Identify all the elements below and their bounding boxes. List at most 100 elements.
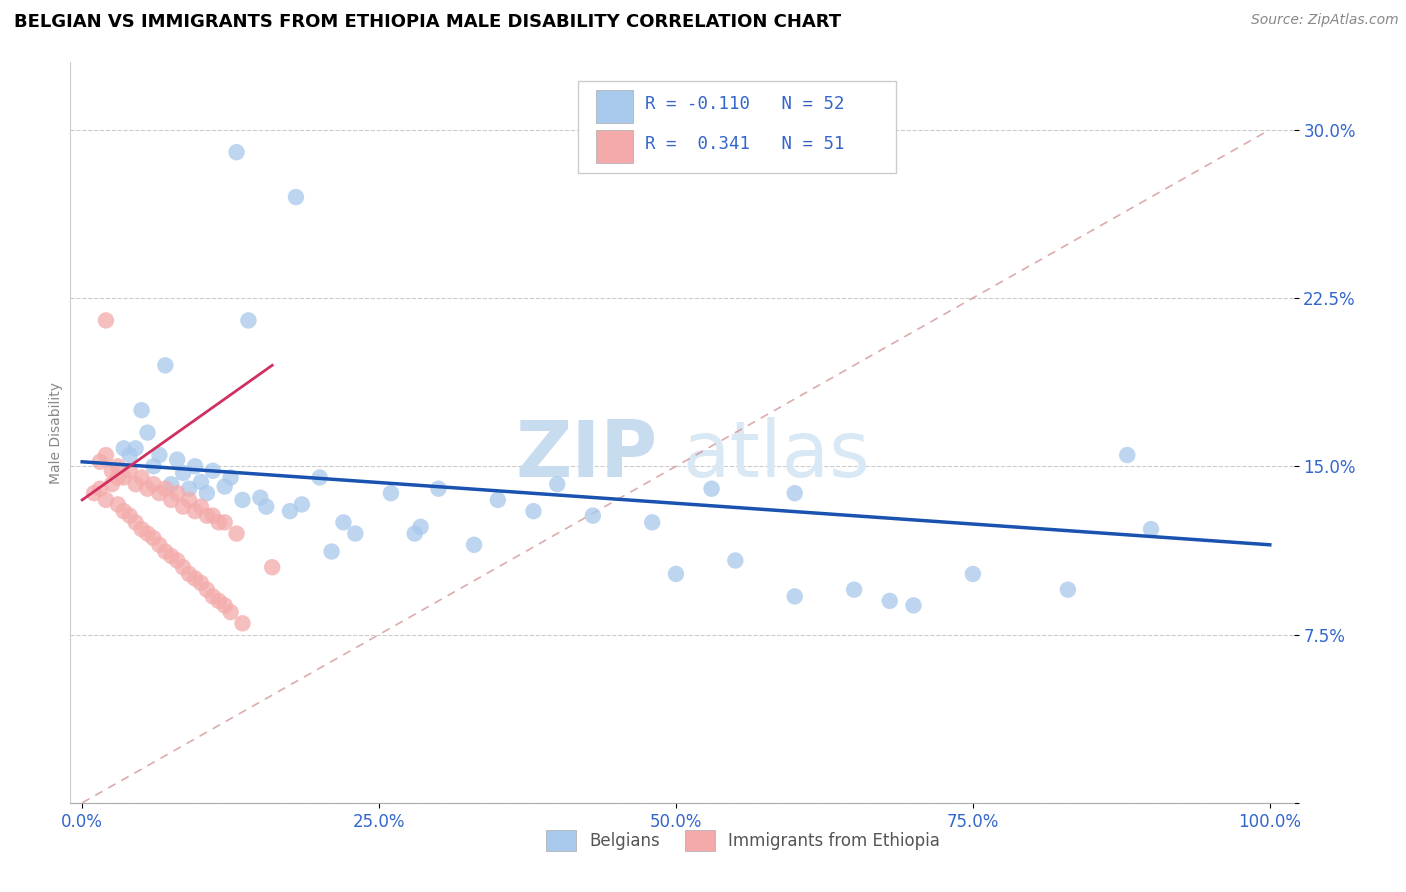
Point — [284, 190, 307, 204]
Point — [160, 549, 183, 563]
Point — [962, 566, 984, 581]
Point — [903, 599, 925, 613]
Point — [249, 491, 271, 505]
Point — [177, 566, 200, 581]
Point — [148, 448, 170, 462]
Point — [225, 145, 247, 160]
Point — [155, 544, 177, 558]
Point — [118, 448, 141, 462]
Point — [219, 605, 242, 619]
Point — [1116, 448, 1139, 462]
Point — [166, 452, 188, 467]
Point — [321, 544, 343, 558]
Point — [166, 553, 188, 567]
Point — [142, 459, 165, 474]
FancyBboxPatch shape — [596, 129, 633, 163]
Point — [404, 526, 426, 541]
Point — [142, 477, 165, 491]
Point — [214, 479, 236, 493]
Point — [783, 486, 806, 500]
Point — [107, 459, 129, 474]
Point — [238, 313, 260, 327]
Text: Source: ZipAtlas.com: Source: ZipAtlas.com — [1251, 13, 1399, 28]
Point — [184, 571, 207, 585]
Point — [201, 508, 224, 523]
Text: ZIP: ZIP — [515, 417, 658, 493]
Point — [463, 538, 485, 552]
Point — [219, 470, 242, 484]
Point — [107, 497, 129, 511]
FancyBboxPatch shape — [596, 90, 633, 123]
Point — [278, 504, 301, 518]
Point — [155, 482, 177, 496]
Point — [582, 508, 605, 523]
Point — [94, 313, 117, 327]
Point — [177, 482, 200, 496]
Point — [427, 482, 450, 496]
Point — [112, 470, 135, 484]
Point — [332, 516, 354, 530]
Point — [136, 425, 159, 440]
Point — [118, 464, 141, 478]
Point — [107, 470, 129, 484]
Point — [344, 526, 367, 541]
Point — [842, 582, 865, 597]
Point — [1140, 522, 1163, 536]
Point — [131, 470, 153, 484]
Point — [136, 526, 159, 541]
Point — [89, 455, 111, 469]
Point — [522, 504, 544, 518]
Point — [231, 492, 253, 507]
Point — [201, 590, 224, 604]
Point — [94, 448, 117, 462]
Point — [195, 582, 218, 597]
Point — [380, 486, 402, 500]
Legend: Belgians, Immigrants from Ethiopia: Belgians, Immigrants from Ethiopia — [540, 823, 946, 857]
Point — [184, 459, 207, 474]
Point — [177, 492, 200, 507]
Point — [208, 516, 231, 530]
Point — [700, 482, 723, 496]
Point — [262, 560, 284, 574]
Point — [214, 516, 236, 530]
Point — [112, 442, 135, 456]
Point — [172, 466, 194, 480]
Point — [172, 500, 194, 514]
Point — [112, 504, 135, 518]
Point — [190, 500, 212, 514]
Point — [308, 470, 330, 484]
Point — [160, 492, 183, 507]
Point — [124, 477, 146, 491]
Point — [101, 464, 124, 478]
Point — [89, 482, 111, 496]
Text: atlas: atlas — [682, 417, 869, 493]
Point — [131, 522, 153, 536]
Text: R =  0.341   N = 51: R = 0.341 N = 51 — [645, 136, 845, 153]
Point — [225, 526, 247, 541]
Point — [136, 482, 159, 496]
Point — [190, 475, 212, 489]
Point — [172, 560, 194, 574]
Point — [291, 497, 314, 511]
Point — [641, 516, 664, 530]
Point — [195, 508, 218, 523]
Point — [94, 492, 117, 507]
Point — [665, 566, 688, 581]
Point — [1057, 582, 1080, 597]
Point — [184, 504, 207, 518]
Point — [155, 359, 177, 373]
Point — [254, 500, 277, 514]
Point — [83, 486, 105, 500]
Point — [166, 486, 188, 500]
Point — [148, 486, 170, 500]
Y-axis label: Male Disability: Male Disability — [49, 382, 63, 483]
Text: R = -0.110   N = 52: R = -0.110 N = 52 — [645, 95, 845, 113]
Point — [142, 531, 165, 545]
Point — [486, 492, 509, 507]
Point — [160, 477, 183, 491]
Point — [546, 477, 568, 491]
Point — [124, 442, 146, 456]
FancyBboxPatch shape — [578, 81, 896, 173]
Point — [724, 553, 747, 567]
Point — [190, 576, 212, 591]
